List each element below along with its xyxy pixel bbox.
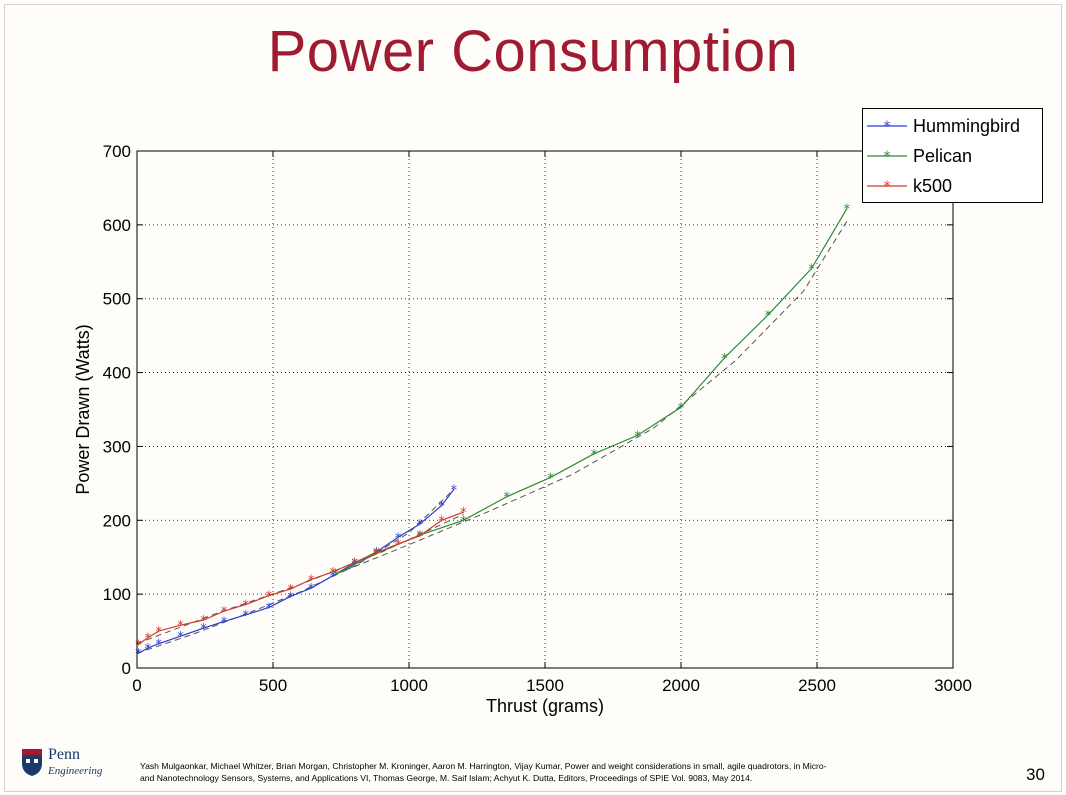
legend-item-hummingbird: * Hummingbird	[863, 112, 1043, 140]
data-point-k500: *	[287, 583, 294, 598]
x-tick-label: 1000	[390, 676, 428, 695]
legend-swatch-pelican: *	[867, 149, 907, 165]
data-point-k500: *	[308, 573, 315, 588]
data-point-hummingbird: *	[243, 609, 250, 624]
fit-lines	[136, 220, 848, 654]
series-line-pelican	[335, 208, 848, 575]
series-lines: * * * ** * * ************************ * * * ** ** **…	[135, 203, 851, 663]
legend-swatch-hummingbird: *	[867, 119, 907, 135]
legend-label-k500: k500	[913, 176, 953, 196]
data-point-hummingbird: *	[135, 647, 142, 662]
data-point-pelican: *	[547, 471, 554, 486]
svg-text:*: *	[884, 119, 891, 135]
legend-label-hummingbird: Hummingbird	[913, 116, 1021, 136]
penn-engineering-logo: Penn Engineering	[20, 743, 110, 785]
citation: Yash Mulgaonkar, Michael Whitzer, Brian …	[140, 760, 1010, 784]
citation-line-1: Yash Mulgaonkar, Michael Whitzer, Brian …	[140, 761, 827, 771]
y-tick-label: 0	[122, 659, 131, 678]
data-point-hummingbird: *	[330, 570, 337, 585]
shield-icon	[22, 749, 42, 776]
data-point-hummingbird: *	[395, 531, 402, 546]
legend-swatch-k500: *	[867, 179, 907, 195]
data-point-pelican: *	[844, 203, 851, 218]
data-point-k500: *	[438, 514, 445, 529]
citation-line-2: and Nanotechnology Sensors, Systems, and…	[140, 773, 753, 783]
page-title: Power Consumption	[267, 19, 799, 84]
data-point-pelican: *	[460, 514, 467, 529]
tick-marks	[136, 150, 954, 669]
data-point-pelican: *	[678, 401, 685, 416]
page-number: 30	[1026, 765, 1045, 784]
data-point-pelican: *	[634, 429, 641, 444]
x-tick-label: 2500	[798, 676, 836, 695]
y-tick-label: 500	[103, 290, 131, 309]
x-tick-label: 1500	[526, 676, 564, 695]
legend-item-pelican: * Pelican	[863, 142, 1043, 170]
x-tick-label: 0	[132, 676, 141, 695]
data-point-hummingbird: *	[451, 483, 458, 498]
y-tick-label: 100	[103, 585, 131, 604]
data-point-hummingbird: *	[266, 601, 273, 616]
legend-label-pelican: Pelican	[913, 146, 973, 166]
data-point-k500: *	[177, 619, 184, 634]
data-point-pelican: *	[808, 262, 815, 277]
x-tick-label: 500	[259, 676, 287, 695]
y-tick-label: 200	[103, 511, 131, 530]
x-tick-label: 3000	[934, 676, 972, 695]
data-point-k500: *	[145, 632, 152, 647]
logo-line-2: Engineering	[48, 765, 103, 777]
data-point-k500: *	[266, 590, 273, 605]
data-point-pelican: *	[721, 352, 728, 367]
logo-line-1: Penn	[48, 746, 80, 763]
data-point-hummingbird: *	[200, 622, 207, 637]
data-point-k500: *	[156, 625, 163, 640]
data-point-k500: *	[417, 530, 424, 545]
data-point-pelican: *	[591, 448, 598, 463]
y-tick-label: 300	[103, 437, 131, 456]
svg-text:*: *	[884, 179, 891, 195]
data-point-hummingbird: *	[287, 590, 294, 605]
data-point-hummingbird: *	[417, 518, 424, 533]
svg-text:*: *	[884, 149, 891, 165]
y-tick-label: 700	[103, 142, 131, 161]
x-tick-label: 2000	[662, 676, 700, 695]
data-point-k500: *	[221, 605, 228, 620]
data-point-k500: *	[330, 566, 337, 581]
data-point-pelican: *	[765, 309, 772, 324]
data-point-pelican: *	[373, 548, 380, 563]
data-point-hummingbird: *	[438, 500, 445, 515]
data-point-k500: *	[135, 638, 142, 653]
grid-lines	[137, 151, 953, 668]
data-point-k500: *	[243, 598, 250, 613]
data-point-hummingbird: *	[221, 615, 228, 630]
fit-line-hummingbird	[136, 488, 455, 654]
y-axis-label: Power Drawn (Watts)	[73, 324, 93, 494]
data-point-hummingbird: *	[156, 638, 163, 653]
data-point-pelican: *	[417, 529, 424, 544]
x-axis-label: Thrust (grams)	[486, 696, 604, 716]
data-point-hummingbird: *	[177, 630, 184, 645]
series-line-k500	[138, 511, 464, 645]
data-point-k500: *	[200, 614, 207, 629]
data-point-k500: *	[460, 506, 467, 521]
series-line-hummingbird	[138, 488, 455, 654]
data-point-pelican: *	[332, 568, 339, 583]
data-point-hummingbird: *	[308, 582, 315, 597]
fit-line-pelican	[335, 220, 848, 575]
y-tick-label: 600	[103, 216, 131, 235]
data-point-k500: *	[395, 538, 402, 553]
data-point-k500: *	[373, 547, 380, 562]
data-point-k500: *	[351, 556, 358, 571]
axis-labels: 0 500 1000 1500 2000 2500 3000 0 100 200 300 400 500…	[73, 142, 972, 716]
legend-item-k500: * k500	[863, 172, 1043, 200]
plot-frame	[136, 150, 954, 669]
y-tick-label: 400	[103, 364, 131, 383]
data-point-hummingbird: *	[145, 642, 152, 657]
data-point-pelican: *	[504, 491, 511, 506]
legend: * Hummingbird * Pelican * k500	[862, 108, 1043, 203]
